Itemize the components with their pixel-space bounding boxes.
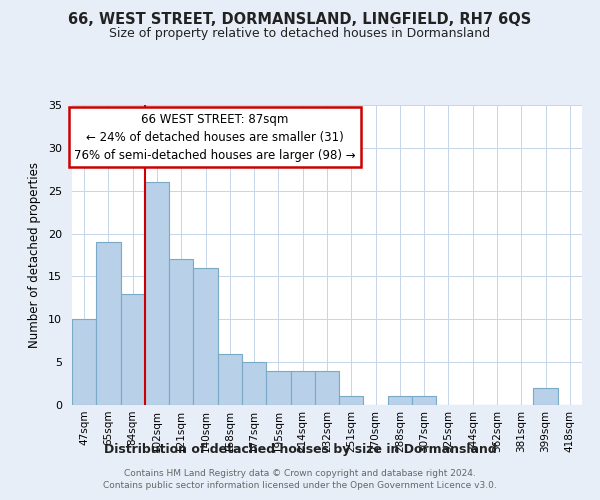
Bar xyxy=(72,320,96,405)
Text: 66 WEST STREET: 87sqm
← 24% of detached houses are smaller (31)
76% of semi-deta: 66 WEST STREET: 87sqm ← 24% of detached … xyxy=(74,112,356,162)
Text: Distribution of detached houses by size in Dormansland: Distribution of detached houses by size … xyxy=(104,442,496,456)
Bar xyxy=(121,294,145,405)
Bar xyxy=(193,268,218,405)
Bar xyxy=(266,370,290,405)
Bar xyxy=(339,396,364,405)
Text: Size of property relative to detached houses in Dormansland: Size of property relative to detached ho… xyxy=(109,28,491,40)
Bar xyxy=(145,182,169,405)
Bar xyxy=(388,396,412,405)
Bar xyxy=(533,388,558,405)
Y-axis label: Number of detached properties: Number of detached properties xyxy=(28,162,41,348)
Bar xyxy=(218,354,242,405)
Bar xyxy=(290,370,315,405)
Text: 66, WEST STREET, DORMANSLAND, LINGFIELD, RH7 6QS: 66, WEST STREET, DORMANSLAND, LINGFIELD,… xyxy=(68,12,532,28)
Bar xyxy=(242,362,266,405)
Bar xyxy=(169,260,193,405)
Bar xyxy=(412,396,436,405)
Bar xyxy=(315,370,339,405)
Bar xyxy=(96,242,121,405)
Text: Contains HM Land Registry data © Crown copyright and database right 2024.
Contai: Contains HM Land Registry data © Crown c… xyxy=(103,469,497,490)
